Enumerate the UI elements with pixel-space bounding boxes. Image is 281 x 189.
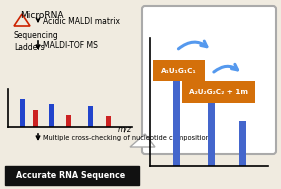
Bar <box>173 74 180 166</box>
Bar <box>66 115 71 127</box>
FancyBboxPatch shape <box>4 166 139 184</box>
Text: Sequencing
Ladders: Sequencing Ladders <box>14 31 59 52</box>
Bar <box>208 102 215 166</box>
FancyBboxPatch shape <box>153 60 205 81</box>
Polygon shape <box>130 134 155 147</box>
Bar <box>239 121 246 166</box>
Bar <box>106 116 111 127</box>
Bar <box>49 104 54 127</box>
Text: MALDI-TOF MS: MALDI-TOF MS <box>43 42 98 50</box>
Bar <box>20 99 25 127</box>
Bar <box>33 110 38 127</box>
Text: Accurate RNA Sequence: Accurate RNA Sequence <box>16 170 126 180</box>
FancyBboxPatch shape <box>142 6 276 154</box>
FancyBboxPatch shape <box>182 81 255 103</box>
Text: A₂U₂G₂C₂ + 1m: A₂U₂G₂C₂ + 1m <box>189 89 248 95</box>
Bar <box>89 106 93 127</box>
Text: MicroRNA: MicroRNA <box>20 11 64 20</box>
Text: A₁U₁G₁C₁: A₁U₁G₁C₁ <box>161 68 196 74</box>
FancyArrowPatch shape <box>178 41 207 49</box>
Text: Multiple cross-checking of nucleotide composition;: Multiple cross-checking of nucleotide co… <box>43 135 212 141</box>
Text: Acidic MALDI matrix: Acidic MALDI matrix <box>43 17 120 26</box>
FancyArrowPatch shape <box>214 64 237 72</box>
Text: m/z: m/z <box>118 125 132 133</box>
